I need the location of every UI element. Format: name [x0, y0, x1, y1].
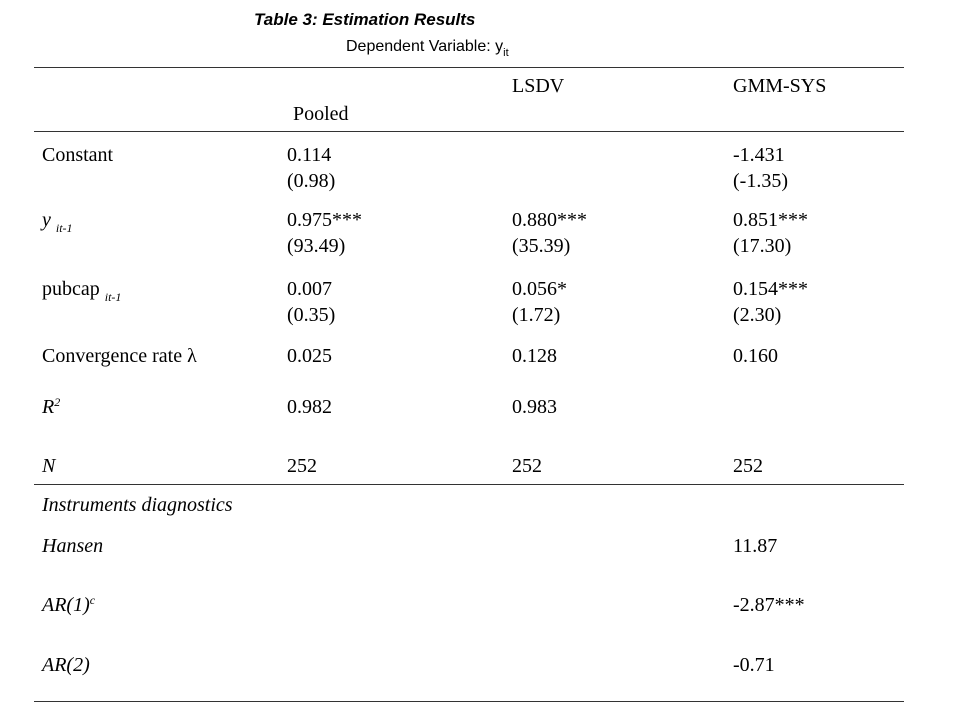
cell-convergence-lsdv: 0.128	[512, 345, 557, 367]
cell-y-lag-gmm: 0.851*** (17.30)	[733, 209, 808, 257]
cell-n-pooled: 252	[287, 455, 317, 477]
cell-ar2-gmm: -0.71	[733, 654, 775, 676]
cell-constant-gmm: -1.431 (-1.35)	[733, 144, 788, 192]
bottom-rule	[34, 701, 904, 702]
cell-y-lag-pooled: 0.975*** (93.49)	[287, 209, 362, 257]
cell-hansen-gmm: 11.87	[733, 535, 778, 557]
row-label-hansen: Hansen	[42, 535, 104, 557]
column-header-gmm: GMM-SYS	[733, 75, 827, 97]
row-label-ar1: AR(1)c	[42, 593, 96, 616]
row-label-r2: R2	[42, 395, 61, 418]
cell-convergence-pooled: 0.025	[287, 345, 332, 367]
cell-n-gmm: 252	[733, 455, 763, 477]
column-header-lsdv: LSDV	[512, 75, 565, 97]
cell-pubcap-lsdv: 0.056* (1.72)	[512, 278, 567, 326]
cell-ar1-gmm: -2.87***	[733, 594, 805, 616]
cell-convergence-gmm: 0.160	[733, 345, 778, 367]
row-label-n: N	[42, 455, 56, 477]
header-rule	[34, 131, 904, 132]
row-label-convergence: Convergence rate λ	[42, 345, 197, 367]
diagnostics-heading: Instruments diagnostics	[42, 494, 233, 516]
cell-constant-pooled: 0.114 (0.98)	[287, 144, 336, 192]
cell-n-lsdv: 252	[512, 455, 542, 477]
cell-pubcap-pooled: 0.007 (0.35)	[287, 278, 336, 326]
cell-r2-pooled: 0.982	[287, 396, 332, 418]
row-label-pubcap: pubcap it-1	[42, 278, 122, 304]
row-label-y-lag: y it-1	[42, 209, 73, 235]
subtitle-subscript: it	[503, 47, 509, 59]
table-title: Table 3: Estimation Results	[254, 10, 476, 29]
row-label-ar2: AR(2)	[42, 654, 90, 676]
diagnostics-rule	[34, 484, 904, 485]
subtitle-text: Dependent Variable: y	[346, 38, 504, 55]
cell-y-lag-lsdv: 0.880*** (35.39)	[512, 209, 587, 257]
cell-r2-lsdv: 0.983	[512, 396, 557, 418]
column-header-pooled: Pooled	[293, 103, 349, 125]
table-subtitle: Dependent Variable: yit	[346, 38, 509, 59]
row-label-constant: Constant	[42, 144, 114, 166]
top-rule	[34, 67, 904, 68]
cell-pubcap-gmm: 0.154*** (2.30)	[733, 278, 808, 326]
